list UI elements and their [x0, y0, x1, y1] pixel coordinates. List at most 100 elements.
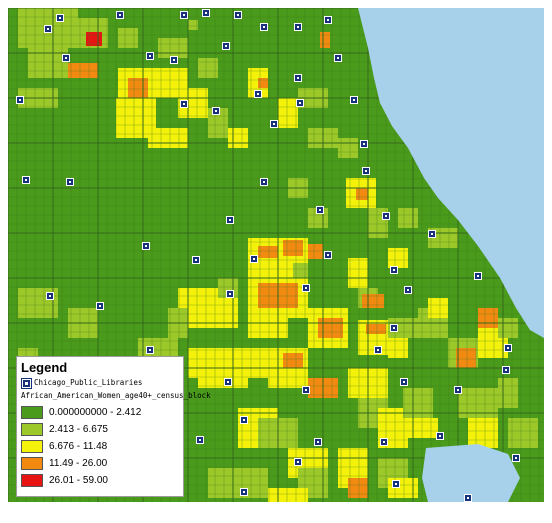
library-icon: [334, 54, 342, 62]
census-block-patch: [283, 240, 303, 256]
legend-swatch: [21, 457, 43, 470]
map-canvas: [8, 8, 544, 502]
legend-swatch: [21, 440, 43, 453]
census-block-patch: [478, 308, 498, 328]
library-icon: [474, 272, 482, 280]
census-block-patch: [208, 468, 268, 498]
library-icon: [224, 378, 232, 386]
legend-class-label: 2.413 - 6.675: [49, 424, 108, 435]
library-icon: [502, 366, 510, 374]
legend-class-label: 26.01 - 59.00: [49, 475, 108, 486]
library-icon: [116, 11, 124, 19]
census-block-patch: [456, 348, 476, 368]
census-block-boundaries: [8, 8, 544, 502]
census-block-patch: [408, 418, 438, 438]
census-block-patch: [318, 318, 343, 338]
library-icon: [454, 386, 462, 394]
legend-class-label: 6.676 - 11.48: [49, 441, 108, 452]
legend-class-label: 0.000000000 - 2.412: [49, 407, 142, 418]
library-icon: [202, 9, 210, 17]
legend-swatch: [21, 406, 43, 419]
census-block-patch: [348, 478, 368, 498]
census-block-patch: [188, 20, 198, 30]
census-block-patch: [208, 108, 228, 138]
library-icon: [294, 23, 302, 31]
library-icon: [324, 251, 332, 259]
library-icon: [226, 216, 234, 224]
library-icon: [314, 438, 322, 446]
census-block-patch: [428, 298, 448, 318]
library-icon: [260, 23, 268, 31]
legend-layer-name: African_American_Women_age40+_census_blo…: [21, 391, 211, 400]
library-icon: [180, 100, 188, 108]
census-block-patch: [398, 208, 418, 228]
census-block-patch: [498, 318, 518, 338]
library-icon: [436, 432, 444, 440]
library-icon: [44, 25, 52, 33]
library-icon: [16, 96, 24, 104]
library-icon: [146, 52, 154, 60]
library-icon: [296, 99, 304, 107]
library-icon: [294, 74, 302, 82]
census-block-patch: [468, 418, 498, 448]
census-block-patch: [148, 128, 188, 148]
census-block-patch: [508, 418, 538, 448]
census-block-patch: [128, 78, 148, 98]
library-icon: [240, 416, 248, 424]
legend-title: Legend: [21, 360, 68, 375]
library-icon: [240, 488, 248, 496]
library-square-icon: [21, 377, 32, 389]
library-icon: [96, 302, 104, 310]
library-icon: [56, 14, 64, 22]
library-icon: [212, 107, 220, 115]
library-icon: [404, 286, 412, 294]
library-icon: [146, 346, 154, 354]
census-block-patch: [158, 38, 188, 58]
library-icon: [294, 458, 302, 466]
census-block-patch: [498, 378, 518, 408]
library-icon: [316, 206, 324, 214]
census-block-patches: [18, 8, 538, 502]
major-road-lines: [8, 8, 544, 502]
library-icon: [374, 346, 382, 354]
library-icon: [222, 42, 230, 50]
library-icon: [250, 255, 258, 263]
library-icon: [382, 212, 390, 220]
map-legend: Legend Chicago_Public_Libraries African_…: [16, 356, 211, 497]
library-icon: [22, 176, 30, 184]
library-icon: [464, 494, 472, 502]
library-icon: [512, 454, 520, 462]
census-block-patch: [320, 32, 330, 48]
census-block-patch: [308, 244, 323, 259]
library-icon: [254, 90, 262, 98]
library-markers: [16, 9, 520, 502]
library-icon: [380, 438, 388, 446]
library-icon: [226, 290, 234, 298]
choropleth-map[interactable]: [8, 8, 544, 502]
census-block-patch: [356, 188, 368, 200]
census-block-patch: [388, 338, 408, 358]
legend-class-row: 0.000000000 - 2.412: [21, 404, 179, 421]
library-icon: [504, 344, 512, 352]
library-icon: [234, 11, 242, 19]
library-icon: [270, 120, 278, 128]
census-block-patch: [348, 258, 368, 288]
library-icon: [66, 178, 74, 186]
census-block-patch: [228, 128, 248, 148]
library-icon: [362, 167, 370, 175]
library-icon: [302, 284, 310, 292]
library-icon: [324, 16, 332, 24]
library-icon: [360, 140, 368, 148]
library-icon: [390, 324, 398, 332]
census-block-patch: [68, 63, 98, 78]
library-icon: [302, 386, 310, 394]
census-block-patch: [366, 324, 386, 334]
library-icon: [170, 56, 178, 64]
library-icon: [62, 54, 70, 62]
legend-class-row: 6.676 - 11.48: [21, 438, 179, 455]
legend-class-row: 2.413 - 6.675: [21, 421, 179, 438]
census-block-patch: [293, 263, 308, 278]
library-icon: [142, 242, 150, 250]
library-icon: [46, 292, 54, 300]
legend-library-entry: Chicago_Public_Libraries: [21, 377, 179, 389]
